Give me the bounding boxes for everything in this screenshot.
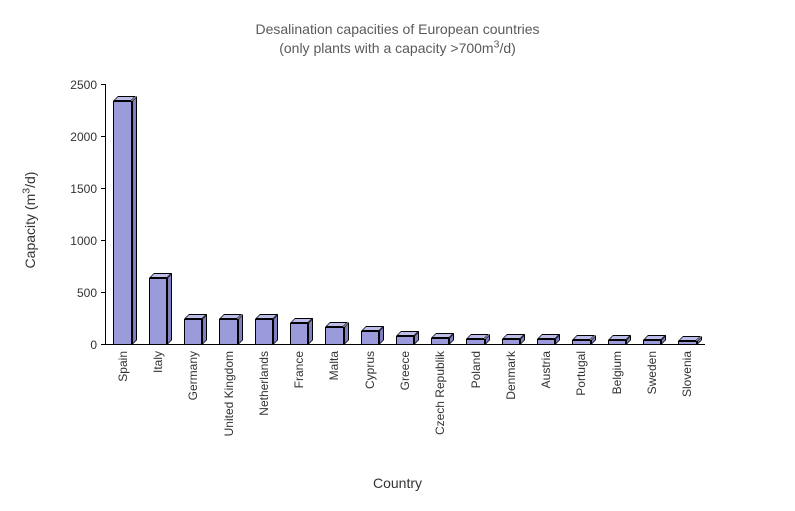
bar-front (113, 101, 131, 345)
bar-front (361, 331, 379, 345)
x-tick-label: Slovenia (680, 351, 694, 397)
y-tick-label: 2000 (70, 130, 97, 144)
bar (184, 319, 202, 345)
y-tick: 2500 (70, 78, 105, 92)
bar (396, 336, 414, 345)
bar (149, 278, 167, 345)
x-tick-label: Cyprus (363, 351, 377, 389)
chart-title-line-2-suffix: /d) (499, 40, 515, 56)
bar (537, 339, 555, 345)
bar-front (255, 319, 273, 345)
bar-side (167, 273, 172, 345)
bar (608, 340, 626, 345)
bar (219, 319, 237, 345)
bar-front (149, 278, 167, 345)
y-axis-label-prefix: Capacity (m (22, 194, 38, 269)
bar-front (678, 341, 696, 345)
bar-front (572, 340, 590, 345)
x-tick-label: France (292, 351, 306, 388)
bar-side (238, 314, 243, 345)
x-tick-label: Germany (186, 351, 200, 400)
bar-front (608, 340, 626, 345)
bar-front (290, 323, 308, 345)
x-tick-label: Denmark (504, 351, 518, 400)
y-tick-label: 0 (90, 338, 97, 352)
chart-title-line-2: (only plants with a capacity >700m3/d) (0, 39, 795, 58)
x-tick-label: Spain (116, 351, 130, 382)
bar-side (132, 96, 137, 345)
x-tick-label: Austria (539, 351, 553, 388)
x-tick-label: Czech Republik (433, 351, 447, 435)
y-tick: 1500 (70, 182, 105, 196)
bar-front (502, 339, 520, 345)
y-axis-label-sup: 3 (20, 188, 32, 194)
y-axis-label: Capacity (m3/d) (22, 172, 38, 269)
bar (502, 339, 520, 345)
plot-area: 05001000150020002500 SpainItalyGermanyUn… (105, 85, 705, 345)
y-tick: 2000 (70, 130, 105, 144)
y-tick-label: 500 (77, 286, 97, 300)
x-tick-label: Italy (151, 351, 165, 373)
x-tick-label: United Kingdom (222, 351, 236, 436)
bar (325, 327, 343, 345)
chart-container: Desalination capacities of European coun… (0, 0, 795, 511)
y-tick: 500 (77, 286, 105, 300)
y-tick-label: 1000 (70, 234, 97, 248)
bar (361, 331, 379, 345)
bar-front (643, 340, 661, 345)
chart-title-line-2-prefix: (only plants with a capacity >700m (279, 40, 493, 56)
chart-title-line-1: Desalination capacities of European coun… (0, 20, 795, 39)
bar (572, 340, 590, 345)
bar (431, 338, 449, 345)
bar-front (184, 319, 202, 345)
bar (113, 101, 131, 345)
bar-front (537, 339, 555, 345)
y-tick-label: 1500 (70, 182, 97, 196)
y-tick: 0 (90, 338, 105, 352)
bar (678, 341, 696, 345)
x-tick-label: Sweden (645, 351, 659, 394)
bar-front (431, 338, 449, 345)
x-tick-label: Greece (398, 351, 412, 390)
x-tick-label: Belgium (610, 351, 624, 394)
bar-front (219, 319, 237, 345)
chart-title-line-1-text: Desalination capacities of European coun… (255, 21, 539, 37)
bar (643, 340, 661, 345)
bar-front (466, 339, 484, 345)
bar-side (273, 314, 278, 345)
bar (290, 323, 308, 345)
y-tick-label: 2500 (70, 78, 97, 92)
x-axis-label: Country (0, 475, 795, 491)
bar-side (202, 314, 207, 345)
x-tick-label: Netherlands (257, 351, 271, 416)
x-tick-label: Malta (327, 351, 341, 380)
x-tick-label: Portugal (574, 351, 588, 396)
chart-title: Desalination capacities of European coun… (0, 20, 795, 58)
bars-group (105, 85, 705, 345)
bar (255, 319, 273, 345)
bar (466, 339, 484, 345)
y-axis-label-suffix: /d) (22, 172, 38, 188)
y-tick: 1000 (70, 234, 105, 248)
x-axis-label-text: Country (373, 475, 422, 491)
bar-front (325, 327, 343, 345)
bar-front (396, 336, 414, 345)
x-tick-label: Poland (469, 351, 483, 388)
